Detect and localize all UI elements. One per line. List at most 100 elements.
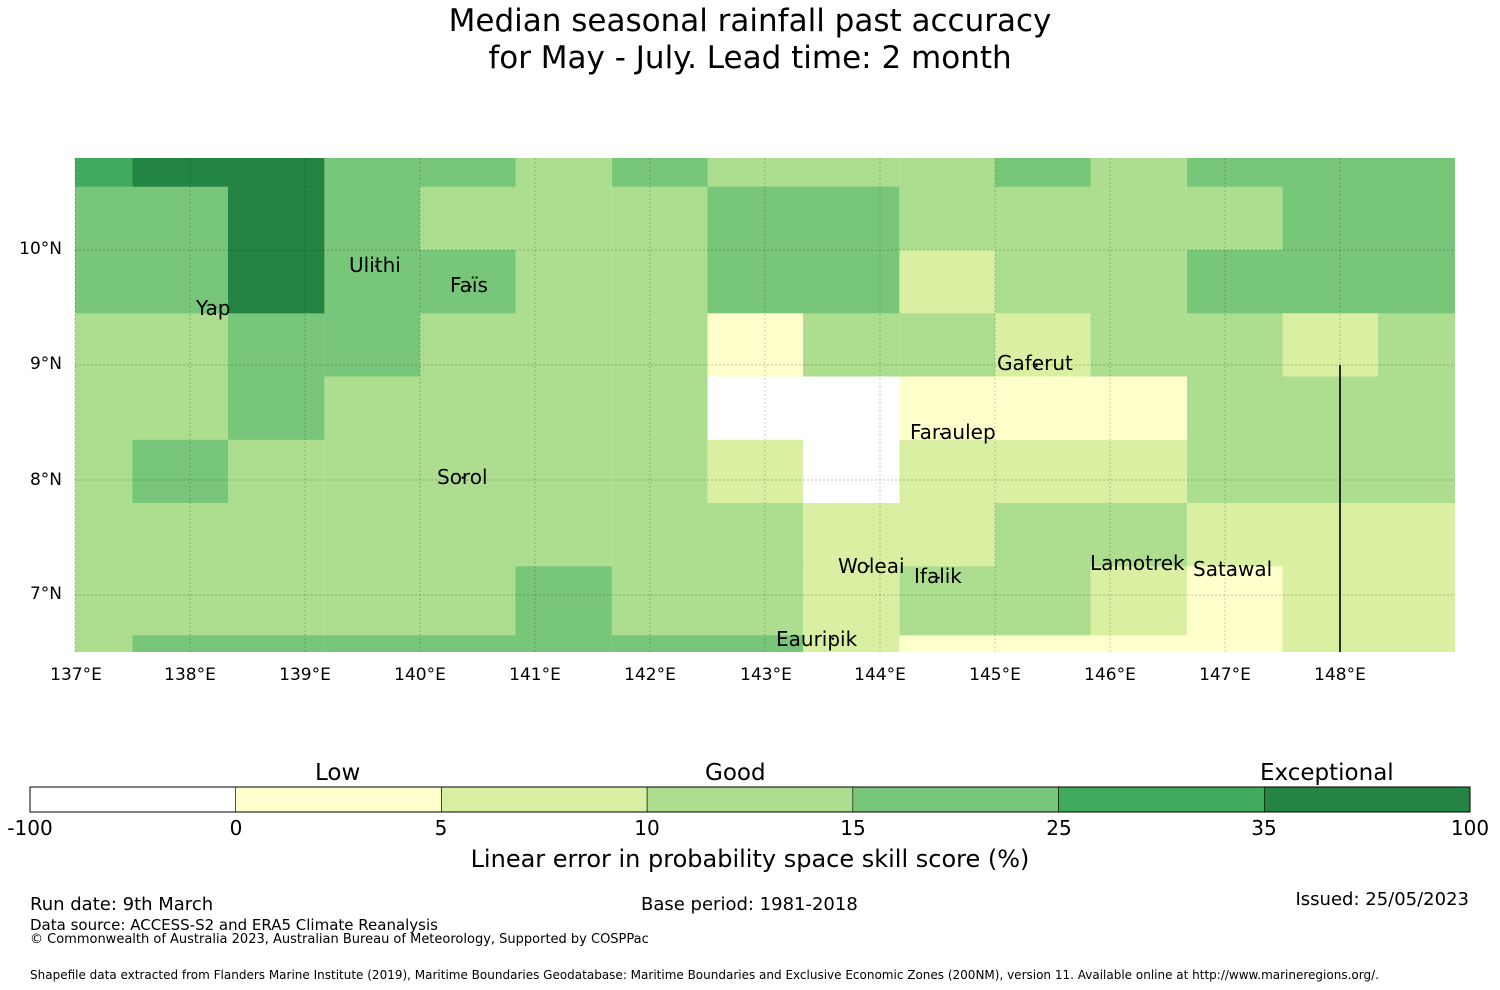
grid-cell (1090, 566, 1187, 636)
grid-cell (707, 250, 804, 314)
grid-cell (803, 250, 900, 314)
grid-cell (1187, 158, 1284, 188)
grid-cell (1378, 503, 1455, 567)
grid-cell (612, 250, 709, 314)
grid-cell (612, 635, 709, 652)
grid-cell (515, 313, 612, 378)
grid-cell (132, 376, 229, 441)
island-marker (375, 264, 378, 268)
grid-cell (1187, 503, 1284, 567)
grid-cell (1090, 376, 1187, 441)
grid-cell (420, 250, 517, 314)
grid-cell (1090, 439, 1187, 504)
grid-cell (707, 376, 804, 441)
island-marker (469, 285, 472, 288)
island-marker (937, 576, 940, 579)
grid-cell (1090, 158, 1187, 188)
grid-cell (612, 566, 709, 636)
colorbar-segment (235, 786, 442, 813)
colorbar-tick-label: 10 (634, 816, 660, 840)
grid-cell (995, 439, 1092, 504)
grid-cell (515, 186, 612, 251)
grid-cell (75, 313, 134, 378)
grid-cell (132, 439, 229, 504)
title-line-2: for May - July. Lead time: 2 month (488, 40, 1012, 76)
grid-cell (1090, 186, 1187, 251)
grid-cell (803, 566, 900, 636)
grid-cell (75, 158, 134, 188)
grid-cell (612, 313, 709, 378)
grid-cell (1282, 313, 1379, 378)
lon-label-138e: 138°E (164, 665, 216, 685)
grid-cell (420, 503, 517, 567)
grid-cell (995, 635, 1092, 652)
grid-cell (899, 635, 996, 652)
colorbar-tick-label: 0 (229, 816, 243, 840)
grid-cell (228, 566, 325, 636)
island-marker (831, 637, 835, 640)
grid-cell (1090, 250, 1187, 314)
shapefile-credit: Shapefile data extracted from Flanders M… (30, 968, 1379, 982)
grid-cell (803, 186, 900, 251)
island-marker (461, 476, 464, 479)
copyright-notice: © Commonwealth of Australia 2023, Austra… (30, 932, 649, 947)
grid-cell (803, 439, 900, 504)
grid-cell (1282, 186, 1379, 251)
grid-cell (612, 376, 709, 441)
grid-cell (899, 376, 996, 441)
colorbar-tick-label: 15 (840, 816, 866, 840)
data-source: Data source: ACCESS-S2 and ERA5 Climate … (30, 916, 438, 934)
grid-cell (228, 158, 325, 188)
grid-cell (612, 503, 709, 567)
grid-cell (1378, 376, 1455, 441)
grid-cell (1282, 376, 1379, 441)
island-label-eauripik: Eauripik (776, 627, 858, 651)
island-marker (214, 306, 217, 309)
colorbar-category-low: Low (315, 760, 361, 786)
lon-label-146e: 146°E (1084, 665, 1136, 685)
colorbar-segment (29, 786, 237, 813)
grid-cell (1282, 503, 1379, 567)
grid-cell (803, 635, 900, 652)
grid-cell (515, 158, 612, 188)
colorbar-segment (646, 786, 854, 813)
grid-cell (803, 376, 900, 441)
grid-cell (75, 376, 134, 441)
island-marker (1134, 562, 1137, 566)
grid-cell (612, 439, 709, 504)
grid-cell (228, 250, 325, 314)
grid-cell (420, 635, 517, 652)
grid-cell (1187, 313, 1284, 378)
grid-cell (132, 503, 229, 567)
grid-cell (1282, 439, 1379, 504)
grid-cell (995, 250, 1092, 314)
colorbar-category-good: Good (705, 760, 766, 786)
grid-cell (1282, 635, 1379, 652)
grid-cell (1187, 376, 1284, 441)
island-label-satawal: Satawal (1193, 557, 1273, 581)
grid-cell (1378, 566, 1455, 636)
grid-cell (132, 635, 229, 652)
lon-label-140e: 140°E (394, 665, 446, 685)
colorbar-tick-label: 35 (1251, 816, 1277, 840)
grid-cell (707, 186, 804, 251)
grid-cell (612, 158, 709, 188)
grid-cell (515, 439, 612, 504)
lon-label-144e: 144°E (854, 665, 906, 685)
island-label-lamotrek: Lamotrek (1090, 551, 1185, 575)
grid-cell (612, 186, 709, 251)
grid-cell (1187, 566, 1284, 636)
island-marker (1231, 568, 1235, 571)
lon-label-143e: 143°E (740, 665, 792, 685)
lon-label-141e: 141°E (509, 665, 561, 685)
grid-cell (707, 503, 804, 567)
grid-cell (420, 439, 517, 504)
grid-cell (1378, 313, 1455, 378)
grid-cell (515, 503, 612, 567)
grid-cell (324, 313, 421, 378)
grid-cell (1187, 635, 1284, 652)
grid-cell (228, 186, 325, 251)
lon-label-148e: 148°E (1314, 665, 1366, 685)
grid-cell (995, 158, 1092, 188)
